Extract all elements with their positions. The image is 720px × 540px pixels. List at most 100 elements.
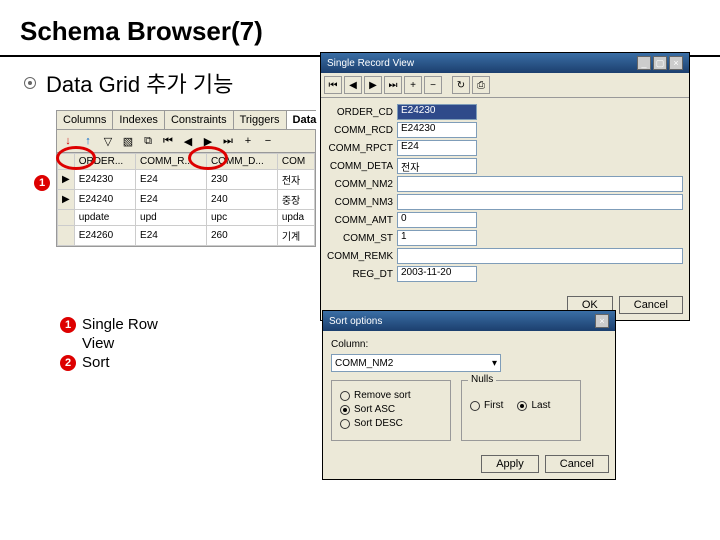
grid-header[interactable]: COMM_R...	[136, 154, 207, 170]
legend-text: Single Row	[82, 316, 158, 333]
minimize-icon[interactable]: _	[637, 56, 651, 70]
srv-nav-first-icon[interactable]: ⏮	[324, 76, 342, 94]
srv-nav-next-icon[interactable]: ▶	[364, 76, 382, 94]
tab-triggers[interactable]: Triggers	[234, 111, 287, 129]
srv-nav-last-icon[interactable]: ⏭	[384, 76, 402, 94]
srv-field-input[interactable]: 전자	[397, 158, 477, 174]
radio-label: Last	[531, 400, 550, 411]
single-record-viewer-window: Single Record View _ ▢ × ⏮ ◀ ▶ ⏭ + − ↻ ⎙…	[320, 52, 690, 321]
srv-field-row: COMM_REMK	[327, 248, 683, 264]
srv-field-label: COMM_NM3	[327, 197, 397, 208]
tab-indexes[interactable]: Indexes	[113, 111, 165, 129]
srv-print-icon[interactable]: ⎙	[472, 76, 490, 94]
srv-field-input[interactable]: 2003-11-20	[397, 266, 477, 282]
srv-toolbar: ⏮ ◀ ▶ ⏭ + − ↻ ⎙	[321, 73, 689, 98]
callout-badge-1: 1	[34, 175, 50, 191]
sort-radio-row[interactable]: Remove sort	[340, 390, 442, 401]
grid-header[interactable]: COMM_D...	[206, 154, 277, 170]
legend-text: Sort	[82, 354, 110, 371]
arrow-down-red-icon[interactable]: ↓	[60, 133, 76, 149]
book-icon[interactable]: ▧	[120, 133, 136, 149]
legend-row: 1Single Row	[60, 316, 158, 333]
srv-field-input[interactable]: 1	[397, 230, 477, 246]
legend-badge: 2	[60, 355, 76, 371]
nulls-radio-row[interactable]: First	[470, 400, 503, 411]
grid-cell: 전자	[277, 170, 314, 190]
srv-field-input[interactable]	[397, 176, 683, 192]
grid-cell: E24	[136, 226, 207, 246]
srv-field-input[interactable]	[397, 248, 683, 264]
srv-field-input[interactable]	[397, 194, 683, 210]
srv-nav-prev-icon[interactable]: ◀	[344, 76, 362, 94]
table-row[interactable]: updateupdupcupda	[58, 210, 315, 226]
bullet-icon	[24, 77, 36, 89]
sort-radio-row[interactable]: Sort ASC	[340, 404, 442, 415]
nav-prev-icon[interactable]: ◀	[180, 133, 196, 149]
tab-columns[interactable]: Columns	[57, 111, 113, 129]
sort-order-group: Remove sort Sort ASC Sort DESC	[331, 380, 451, 441]
srv-field-label: COMM_AMT	[327, 215, 397, 226]
grid-cell: upc	[206, 210, 277, 226]
srv-add-icon[interactable]: +	[404, 76, 422, 94]
add-icon[interactable]: +	[240, 133, 256, 149]
grid-header[interactable]: ORDER...	[74, 154, 135, 170]
nulls-radio-row[interactable]: Last	[517, 400, 550, 411]
srv-field-row: COMM_RPCTE24	[327, 140, 683, 156]
grid-cell: ▶	[58, 190, 75, 210]
grid-header[interactable]: COM	[277, 154, 314, 170]
data-grid-table: ORDER...COMM_R...COMM_D...COM ▶E24230E24…	[57, 153, 315, 246]
radio-icon	[517, 401, 527, 411]
grid-cell: E24260	[74, 226, 135, 246]
sort-cancel-button[interactable]: Cancel	[545, 455, 609, 473]
subtitle: Data Grid 추가 기능	[46, 67, 233, 99]
sort-title: Sort options	[329, 316, 382, 327]
maximize-icon[interactable]: ▢	[653, 56, 667, 70]
grid-cell: E24240	[74, 190, 135, 210]
srv-field-label: REG_DT	[327, 269, 397, 280]
sort-options-window: Sort options × Column: COMM_NM2 ▾ Remove…	[322, 310, 616, 480]
srv-field-input[interactable]: 0	[397, 212, 477, 228]
filter-icon[interactable]: ▽	[100, 133, 116, 149]
nav-next-icon[interactable]: ▶	[200, 133, 216, 149]
tab-data[interactable]: Data	[287, 111, 324, 129]
srv-remove-icon[interactable]: −	[424, 76, 442, 94]
srv-field-input[interactable]: E24	[397, 140, 477, 156]
grid-header[interactable]	[58, 154, 75, 170]
srv-field-label: ORDER_CD	[327, 107, 397, 118]
srv-field-input[interactable]: E24230	[397, 104, 477, 120]
nav-first-icon[interactable]: ⏮	[160, 133, 176, 149]
sort-column-select[interactable]: COMM_NM2 ▾	[331, 354, 501, 372]
grid-cell: E24	[136, 170, 207, 190]
srv-field-label: COMM_RCD	[327, 125, 397, 136]
sort-close-icon[interactable]: ×	[595, 314, 609, 328]
arrow-up-blue-icon[interactable]: ↑	[80, 133, 96, 149]
close-icon[interactable]: ×	[669, 56, 683, 70]
nav-last-icon[interactable]: ⏭	[220, 133, 236, 149]
sort-radio-row[interactable]: Sort DESC	[340, 418, 442, 429]
srv-cancel-button[interactable]: Cancel	[619, 296, 683, 314]
radio-label: Sort ASC	[354, 404, 395, 415]
sort-column-value: COMM_NM2	[335, 358, 393, 369]
radio-icon	[340, 405, 350, 415]
srv-title-bar: Single Record View _ ▢ ×	[321, 53, 689, 73]
srv-field-row: COMM_NM3	[327, 194, 683, 210]
table-row[interactable]: ▶E24230E24230전자	[58, 170, 315, 190]
grid-cell: update	[74, 210, 135, 226]
tab-constraints[interactable]: Constraints	[165, 111, 234, 129]
srv-field-input[interactable]: E24230	[397, 122, 477, 138]
grid-cell: 기계	[277, 226, 314, 246]
sort-apply-button[interactable]: Apply	[481, 455, 539, 473]
srv-field-row: COMM_AMT0	[327, 212, 683, 228]
radio-label: Sort DESC	[354, 418, 403, 429]
grid-toolbar: ↓ ↑ ▽ ▧ ⧉ ⏮ ◀ ▶ ⏭ + −	[57, 130, 315, 153]
remove-icon[interactable]: −	[260, 133, 276, 149]
radio-icon	[340, 419, 350, 429]
srv-refresh-icon[interactable]: ↻	[452, 76, 470, 94]
grid-cell: E24230	[74, 170, 135, 190]
grid-cell: ▶	[58, 170, 75, 190]
table-row[interactable]: ▶E24240E24240중장	[58, 190, 315, 210]
copy-icon[interactable]: ⧉	[140, 133, 156, 149]
grid-cell: E24	[136, 190, 207, 210]
grid-cell: 240	[206, 190, 277, 210]
table-row[interactable]: E24260E24260기계	[58, 226, 315, 246]
